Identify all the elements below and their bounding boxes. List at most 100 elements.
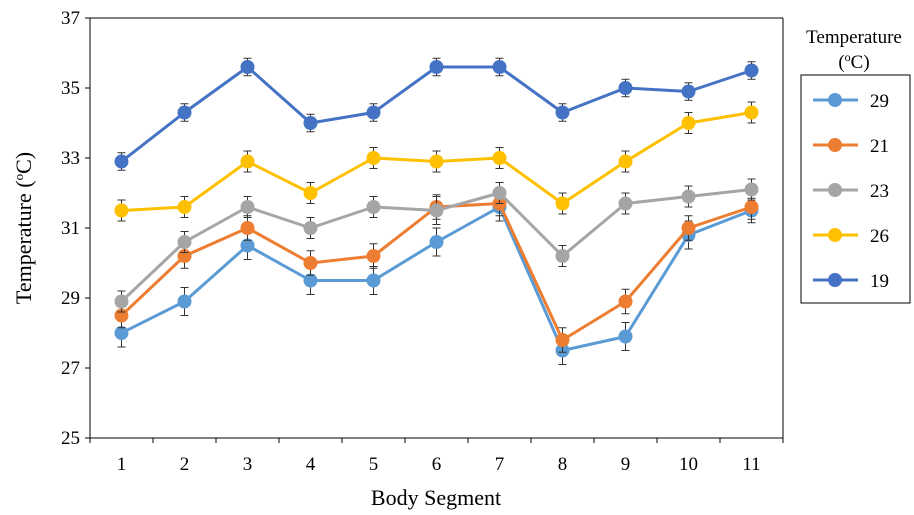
legend-item-21: 21 [813, 136, 889, 157]
legend-label: 29 [870, 91, 889, 112]
data-point [366, 151, 381, 165]
data-point [555, 249, 570, 263]
legend-label: 23 [870, 181, 889, 202]
data-point [555, 333, 570, 347]
data-point [303, 256, 318, 270]
legend-title-open: ( [838, 52, 844, 73]
data-point [555, 105, 570, 120]
data-point [492, 186, 507, 200]
data-point [114, 154, 129, 169]
legend-item-26: 26 [813, 226, 889, 247]
data-point [618, 81, 633, 95]
data-point [114, 294, 129, 309]
data-point [429, 154, 444, 169]
data-point [681, 116, 696, 130]
data-point [744, 200, 759, 214]
data-point [618, 294, 633, 309]
data-point [303, 116, 318, 130]
x-tick-label: 9 [621, 454, 631, 475]
data-point [366, 200, 381, 214]
legend-swatch-marker [828, 228, 842, 242]
legend-item-29: 29 [813, 91, 889, 112]
data-point [744, 63, 759, 78]
legend-title-line1: Temperature [806, 27, 902, 48]
y-axis-title-end: C) [11, 152, 36, 174]
x-axis-ticks: 1 2 3 4 5 6 7 8 9 10 11 [89, 438, 784, 475]
data-point [681, 84, 696, 99]
data-point [177, 200, 192, 214]
data-point [618, 196, 633, 211]
data-point [681, 221, 696, 235]
data-point [744, 105, 759, 120]
data-point [177, 294, 192, 309]
y-axis-title: Temperature (oC) [11, 152, 36, 304]
data-point [492, 151, 507, 165]
legend-items: 29 21 23 26 19 [813, 91, 889, 292]
legend-swatch-marker [828, 183, 842, 197]
data-point [555, 196, 570, 211]
data-point [303, 186, 318, 200]
x-tick-label: 8 [558, 454, 568, 475]
x-tick-label: 1 [117, 454, 127, 475]
x-axis-title: Body Segment [371, 485, 501, 510]
data-point [429, 60, 444, 74]
x-tick-label: 10 [679, 454, 698, 475]
legend-title-line2: (oC) [838, 50, 869, 73]
legend-swatch-marker [828, 273, 842, 287]
data-point [618, 329, 633, 344]
data-point [303, 221, 318, 235]
legend-title-sup: o [845, 50, 851, 64]
y-tick-label: 27 [61, 358, 80, 379]
x-tick-label: 3 [243, 454, 253, 475]
y-tick-label: 35 [61, 78, 80, 99]
data-point [303, 273, 318, 288]
data-point [492, 60, 507, 74]
y-tick-label: 25 [61, 428, 80, 449]
data-point [240, 221, 255, 235]
legend-label: 19 [870, 271, 889, 292]
legend-title-end: C) [851, 52, 870, 73]
x-tick-label: 6 [432, 454, 442, 475]
data-point [240, 60, 255, 74]
data-point [177, 105, 192, 120]
data-point [240, 238, 255, 253]
data-point [744, 182, 759, 197]
data-point [240, 200, 255, 214]
data-point [366, 249, 381, 263]
series-23 [114, 178, 759, 313]
y-tick-label: 29 [61, 288, 80, 309]
series-line [120, 65, 752, 163]
data-point [618, 154, 633, 169]
legend-item-19: 19 [813, 271, 889, 292]
data-point [114, 326, 129, 340]
data-point [429, 235, 444, 249]
x-tick-label: 2 [180, 454, 190, 475]
series-layer [114, 57, 759, 365]
data-point [366, 105, 381, 120]
y-tick-label: 31 [61, 218, 80, 239]
legend: Temperature (oC) 29 21 23 26 19 [800, 27, 911, 304]
x-tick-label: 5 [369, 454, 379, 475]
legend-swatch-marker [828, 93, 842, 107]
series-26 [114, 101, 759, 222]
data-point [681, 189, 696, 204]
legend-label: 21 [870, 136, 889, 157]
x-tick-label: 7 [495, 454, 505, 475]
data-point [114, 203, 129, 218]
x-tick-label: 4 [306, 454, 316, 475]
legend-swatch-marker [828, 138, 842, 152]
y-axis-title-sup: o [11, 174, 26, 181]
data-point [240, 154, 255, 169]
legend-item-23: 23 [813, 181, 889, 202]
series-19 [114, 57, 759, 171]
data-point [429, 203, 444, 218]
data-point [366, 273, 381, 288]
x-tick-label: 11 [742, 454, 760, 475]
legend-label: 26 [870, 226, 889, 247]
data-point [177, 235, 192, 249]
y-axis-title-main: Temperature ( [11, 180, 36, 304]
y-tick-label: 37 [61, 8, 80, 29]
y-tick-label: 33 [61, 148, 80, 169]
y-axis-ticks: 25 27 29 31 33 35 37 [61, 8, 90, 449]
